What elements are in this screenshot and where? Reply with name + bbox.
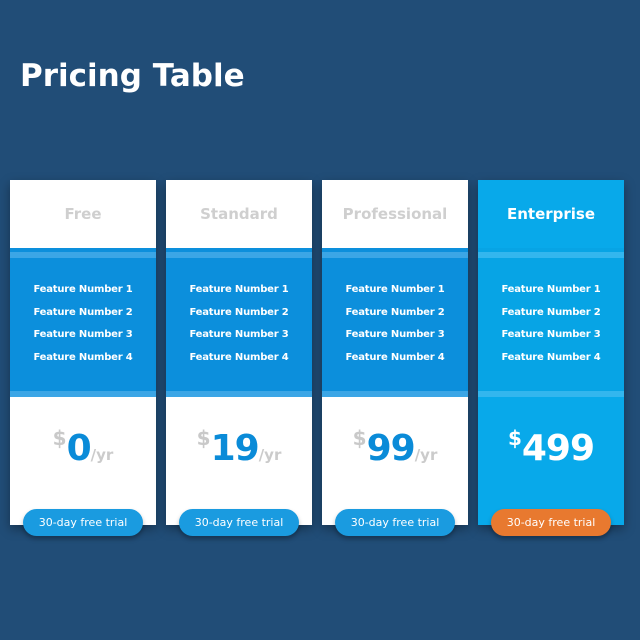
feature-item: Feature Number 4 (345, 352, 445, 364)
features-band: Feature Number 1 Feature Number 2 Feature … (10, 248, 156, 397)
price-period: /yr (90, 446, 114, 464)
free-trial-button[interactable]: 30-day free trial (23, 509, 143, 536)
price-amount: 0 (66, 428, 92, 469)
divider (10, 391, 156, 397)
features-band: Feature Number 1 Feature Number 2 Feature … (166, 248, 312, 397)
plan-name: Free (64, 205, 102, 223)
features-band: Feature Number 1 Feature Number 2 Feature … (478, 248, 624, 397)
feature-item: Feature Number 3 (501, 329, 601, 341)
feature-list: Feature Number 1 Feature Number 2 Feature … (166, 284, 312, 375)
feature-list: Feature Number 1 Feature Number 2 Feature … (10, 284, 156, 375)
feature-item: Feature Number 2 (501, 306, 601, 318)
currency-symbol: $ (52, 426, 67, 450)
plan-name: Professional (342, 205, 448, 223)
price-amount: 499 (521, 428, 595, 469)
divider (322, 391, 468, 397)
pricing-card-standard: Standard Feature Number 1 Feature Number … (166, 180, 312, 536)
divider (478, 391, 624, 397)
plan-name: Standard (200, 205, 278, 223)
feature-item: Feature Number 1 (33, 284, 133, 295)
pricing-card-professional: Professional Feature Number 1 Feature Num… (322, 180, 468, 536)
divider (478, 252, 624, 258)
plan-price: $0/yr (10, 426, 156, 469)
feature-item: Feature Number 3 (33, 329, 133, 341)
page-title: Pricing Table (20, 58, 245, 94)
currency-symbol: $ (196, 426, 211, 450)
feature-item: Feature Number 4 (501, 352, 601, 364)
feature-item: Feature Number 3 (345, 329, 445, 341)
plan-price: $499 (478, 426, 624, 469)
currency-symbol: $ (352, 426, 367, 450)
currency-symbol: $ (507, 426, 522, 450)
divider (166, 391, 312, 397)
price-period: /yr (414, 446, 438, 464)
feature-item: Feature Number 4 (189, 352, 289, 364)
pricing-card-free: Free Feature Number 1 Feature Number 2 Fea… (10, 180, 156, 536)
feature-item: Feature Number 2 (33, 306, 133, 318)
feature-list: Feature Number 1 Feature Number 2 Feature … (322, 284, 468, 375)
divider (166, 252, 312, 258)
features-band: Feature Number 1 Feature Number 2 Feature … (322, 248, 468, 397)
plan-price: $19/yr (166, 426, 312, 469)
feature-list: Feature Number 1 Feature Number 2 Feature … (478, 284, 624, 375)
divider (322, 252, 468, 258)
feature-item: Feature Number 3 (189, 329, 289, 341)
feature-item: Feature Number 1 (501, 284, 601, 295)
feature-item: Feature Number 2 (189, 306, 289, 318)
feature-item: Feature Number 2 (345, 306, 445, 318)
free-trial-button[interactable]: 30-day free trial (335, 509, 455, 536)
divider (10, 252, 156, 258)
price-amount: 19 (210, 428, 260, 469)
feature-item: Feature Number 1 (189, 284, 289, 295)
plan-price: $99/yr (322, 426, 468, 469)
pricing-card-enterprise: Enterprise Feature Number 1 Feature Numbe… (478, 180, 624, 536)
free-trial-button[interactable]: 30-day free trial (179, 509, 299, 536)
feature-item: Feature Number 1 (345, 284, 445, 295)
plan-name: Enterprise (506, 205, 596, 223)
feature-item: Feature Number 4 (33, 352, 133, 364)
free-trial-button[interactable]: 30-day free trial (491, 509, 611, 536)
price-period: /yr (258, 446, 282, 464)
price-amount: 99 (366, 428, 416, 469)
